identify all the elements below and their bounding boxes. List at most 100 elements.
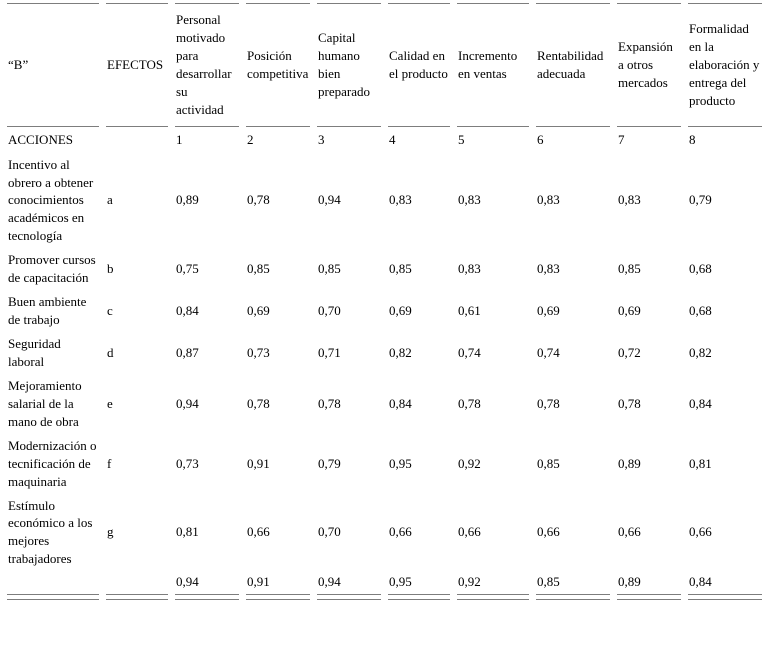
effect-number-cell: 6 (537, 131, 544, 147)
effect-number-cell: 2 (247, 131, 254, 147)
action-name-cell: Seguridad laboral (8, 336, 61, 369)
effect-letter-cell: g (107, 524, 114, 540)
value-cell: 0,66 (689, 524, 712, 540)
bottom-rule-cell (688, 595, 762, 601)
action-row: Modernización o tecnificación de maquina… (7, 434, 762, 494)
value-cell: 0,68 (689, 303, 712, 319)
effect-letter-cell: e (107, 395, 113, 411)
action-row: Mejoramiento salarial de la mano de obra… (7, 374, 762, 434)
value-cell: 0,87 (176, 344, 199, 360)
summary-value-cell: 0,89 (617, 571, 681, 596)
effect-letter-cell: f (107, 455, 112, 471)
value-cell: 0,69 (247, 303, 270, 319)
value-cell: 0,84 (689, 395, 712, 411)
effect-letter-cell: d (107, 344, 114, 360)
effect-numbers-row: ACCIONES 1 2 3 4 5 6 7 8 (7, 127, 762, 153)
value-cell: 0,94 (318, 192, 341, 208)
effect-number-cell: 5 (458, 131, 465, 147)
value-cell: 0,66 (537, 524, 560, 540)
value-cell: 0,83 (537, 261, 560, 277)
value-cell: 0,74 (537, 344, 560, 360)
summary-value-cell: 0,85 (536, 571, 610, 596)
summary-action-cell (7, 571, 99, 596)
value-cell: 0,70 (318, 303, 341, 319)
header-row: “B” EFECTOS Personal motivado para desarro… (7, 3, 762, 127)
action-name-cell: Promover cursos de capacitación (8, 252, 96, 286)
value-cell: 0,83 (458, 261, 481, 277)
summary-value-cell: 0,92 (457, 571, 529, 596)
bottom-rule-cell (457, 595, 529, 601)
value-cell: 0,85 (618, 261, 641, 277)
action-row: Incentivo al obrero a obtener conocimien… (7, 153, 762, 249)
value-cell: 0,69 (618, 303, 641, 319)
effect-header-cell: Rentabilidad adecuada (536, 3, 610, 127)
action-row: Estímulo económico a los mejores trabaja… (7, 494, 762, 572)
bottom-rule-cell (617, 595, 681, 601)
value-cell: 0,78 (247, 395, 270, 411)
value-cell: 0,79 (689, 192, 712, 208)
action-row: Promover cursos de capacitación b 0,75 0,85… (7, 248, 762, 290)
value-cell: 0,83 (618, 192, 641, 208)
summary-value-cell: 0,91 (246, 571, 310, 596)
value-cell: 0,79 (318, 455, 341, 471)
effect-header-cell: Expansión a otros mercados (617, 3, 681, 127)
summary-row: 0,94 0,91 0,94 0,95 0,92 0,85 0,89 0,84 (7, 571, 762, 596)
effects-label-cell: EFECTOS (106, 3, 168, 127)
value-cell: 0,89 (618, 455, 641, 471)
value-cell: 0,66 (389, 524, 412, 540)
action-row: Seguridad laboral d 0,87 0,73 0,71 0,82 0,74 0,… (7, 332, 762, 374)
effect-letter-cell: b (107, 261, 114, 277)
value-cell: 0,71 (318, 344, 341, 360)
value-cell: 0,82 (689, 344, 712, 360)
effect-letter-cell: a (107, 192, 113, 208)
summary-value-cell: 0,94 (175, 571, 239, 596)
value-cell: 0,78 (537, 395, 560, 411)
value-cell: 0,89 (176, 192, 199, 208)
bottom-rule-cell (106, 595, 168, 601)
effect-number-cell: 4 (389, 131, 396, 147)
value-cell: 0,95 (389, 455, 412, 471)
bottom-rule-cell (536, 595, 610, 601)
value-cell: 0,70 (318, 524, 341, 540)
bottom-rule-cell (175, 595, 239, 601)
value-cell: 0,85 (247, 261, 270, 277)
value-cell: 0,78 (458, 395, 481, 411)
value-cell: 0,78 (318, 395, 341, 411)
corner-label-cell: “B” (7, 3, 99, 127)
value-cell: 0,78 (618, 395, 641, 411)
value-cell: 0,85 (389, 261, 412, 277)
summary-value-cell: 0,94 (317, 571, 381, 596)
value-cell: 0,66 (458, 524, 481, 540)
empty-cell (106, 127, 168, 153)
value-cell: 0,75 (176, 261, 199, 277)
value-cell: 0,91 (247, 455, 270, 471)
value-cell: 0,83 (537, 192, 560, 208)
value-cell: 0,78 (247, 192, 270, 208)
effect-number-cell: 1 (176, 131, 183, 147)
effect-header-cell: Capital humano bien preparado (317, 3, 381, 127)
bottom-rule-cell (7, 595, 99, 601)
value-cell: 0,83 (389, 192, 412, 208)
value-cell: 0,83 (458, 192, 481, 208)
value-cell: 0,69 (537, 303, 560, 319)
value-cell: 0,61 (458, 303, 481, 319)
action-row: Buen ambiente de trabajo c 0,84 0,69 0,70 0,6… (7, 290, 762, 332)
actions-label-cell: ACCIONES (8, 131, 74, 147)
effect-number-cell: 3 (318, 131, 325, 147)
action-name-cell: Incentivo al obrero a obtener conocimien… (8, 156, 94, 244)
value-cell: 0,92 (458, 455, 481, 471)
value-cell: 0,73 (247, 344, 270, 360)
value-cell: 0,84 (176, 303, 199, 319)
effects-matrix-table: “B” EFECTOS Personal motivado para desarro… (0, 3, 769, 601)
value-cell: 0,81 (176, 524, 199, 540)
value-cell: 0,82 (389, 344, 412, 360)
value-cell: 0,72 (618, 344, 641, 360)
effect-number-cell: 7 (618, 131, 625, 147)
value-cell: 0,74 (458, 344, 481, 360)
bottom-rule-row (7, 595, 762, 601)
effect-header-cell: Calidad en el producto (388, 3, 450, 127)
action-name-cell: Estímulo económico a los mejores trabaja… (8, 497, 93, 567)
effect-header-cell: Personal motivado para desarrollar su ac… (175, 3, 239, 127)
effect-header-cell: Posición competitiva (246, 3, 310, 127)
